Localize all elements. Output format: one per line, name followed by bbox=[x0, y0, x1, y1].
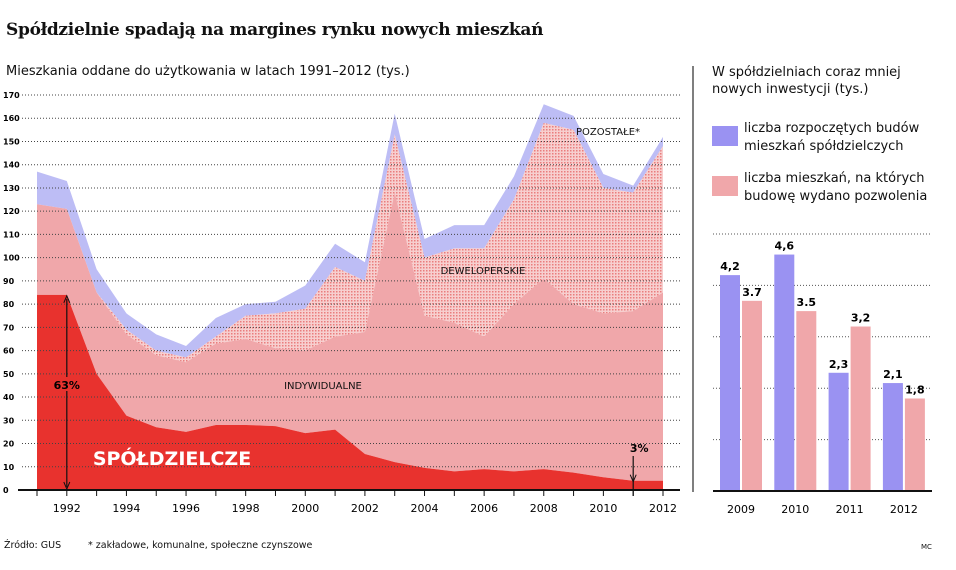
bar-value-label: 2,1 bbox=[883, 368, 903, 381]
x-tick-label: 2000 bbox=[291, 502, 319, 515]
x-tick-label: 2006 bbox=[470, 502, 498, 515]
bar bbox=[882, 383, 903, 491]
annotation-label: 63% bbox=[54, 379, 80, 392]
bar bbox=[904, 398, 925, 491]
y-tick-label: 150 bbox=[3, 137, 20, 146]
x-tick-label: 2009 bbox=[727, 503, 755, 516]
bar-value-label: 1,8 bbox=[905, 383, 925, 396]
y-tick-label: 160 bbox=[3, 114, 20, 123]
y-tick-label: 20 bbox=[3, 440, 15, 449]
legend-label: liczba mieszkań, na których budowę wydan… bbox=[744, 171, 928, 204]
label-bg bbox=[50, 377, 83, 391]
series-label: INDYWIDUALNE bbox=[284, 381, 362, 392]
y-tick-label: 60 bbox=[3, 347, 15, 356]
y-tick-label: 130 bbox=[3, 184, 20, 193]
y-tick-label: 80 bbox=[3, 300, 15, 309]
bar bbox=[742, 300, 762, 491]
series-label: POZOSTAŁE* bbox=[576, 127, 640, 138]
y-tick-label: 40 bbox=[3, 393, 15, 402]
bar bbox=[774, 254, 795, 491]
bar-value-label: 4,6 bbox=[775, 240, 795, 253]
legend-label: liczba rozpoczętych budów mieszkań spółd… bbox=[744, 121, 920, 154]
legend-item-permits: liczba mieszkań, na których budowę wydan… bbox=[712, 170, 944, 206]
bar bbox=[850, 326, 871, 491]
series-label: SPÓŁDZIELCZE bbox=[93, 446, 251, 470]
area-indywidualne bbox=[37, 192, 663, 481]
bar-value-label: 3,2 bbox=[851, 312, 871, 325]
x-tick-label: 2008 bbox=[530, 502, 558, 515]
bar-value-label: 3.5 bbox=[797, 296, 817, 309]
y-tick-label: 50 bbox=[3, 370, 15, 379]
x-tick-label: 2002 bbox=[351, 502, 379, 515]
x-tick-label: 2010 bbox=[589, 502, 617, 515]
credit: MC bbox=[921, 543, 932, 551]
y-tick-label: 100 bbox=[3, 254, 20, 263]
right-chart-title: W spółdzielniach coraz mniej nowych inwe… bbox=[712, 65, 901, 97]
series-label: DEWELOPERSKIE bbox=[441, 266, 526, 277]
y-tick-label: 170 bbox=[3, 91, 20, 100]
arrowhead bbox=[629, 474, 637, 483]
y-tick-label: 110 bbox=[3, 230, 20, 239]
area-spółdzielcze bbox=[37, 294, 663, 490]
x-tick-label: 1994 bbox=[112, 502, 140, 515]
legend-swatch-pink bbox=[712, 176, 738, 196]
x-tick-label: 2004 bbox=[411, 502, 439, 515]
x-tick-label: 2012 bbox=[890, 503, 918, 516]
x-tick-label: 1992 bbox=[53, 502, 81, 515]
y-tick-label: 10 bbox=[3, 463, 15, 472]
bar-value-label: 3.7 bbox=[742, 286, 762, 299]
footnote: * zakładowe, komunalne, społeczne czynsz… bbox=[88, 540, 313, 551]
bar bbox=[828, 372, 849, 491]
y-tick-label: 70 bbox=[3, 323, 15, 332]
y-tick-label: 90 bbox=[3, 277, 15, 286]
arrowhead bbox=[63, 481, 71, 491]
page-title: Spółdzielnie spadają na margines rynku n… bbox=[6, 20, 544, 40]
x-tick-label: 2011 bbox=[836, 503, 864, 516]
x-tick-label: 2012 bbox=[649, 502, 677, 515]
y-tick-label: 30 bbox=[3, 416, 15, 425]
y-tick-label: 140 bbox=[3, 161, 20, 170]
x-tick-label: 1998 bbox=[232, 502, 260, 515]
bar bbox=[796, 311, 817, 491]
y-tick-label: 0 bbox=[3, 486, 9, 495]
x-tick-label: 1996 bbox=[172, 502, 200, 515]
legend-swatch-blue bbox=[712, 126, 738, 146]
annotation-label: 3% bbox=[630, 442, 649, 455]
bar bbox=[720, 275, 740, 491]
source-text: Źródło: GUS bbox=[4, 540, 62, 551]
y-tick-label: 120 bbox=[3, 207, 20, 216]
legend-item-started: liczba rozpoczętych budów mieszkań spółd… bbox=[712, 120, 934, 156]
left-chart-title: Mieszkania oddane do użytkowania w latac… bbox=[6, 64, 410, 79]
arrowhead bbox=[63, 294, 71, 304]
bar-value-label: 4,2 bbox=[720, 260, 740, 273]
area-deweloperskie bbox=[37, 122, 663, 363]
bar-value-label: 2,3 bbox=[829, 358, 849, 371]
x-tick-label: 2010 bbox=[781, 503, 809, 516]
